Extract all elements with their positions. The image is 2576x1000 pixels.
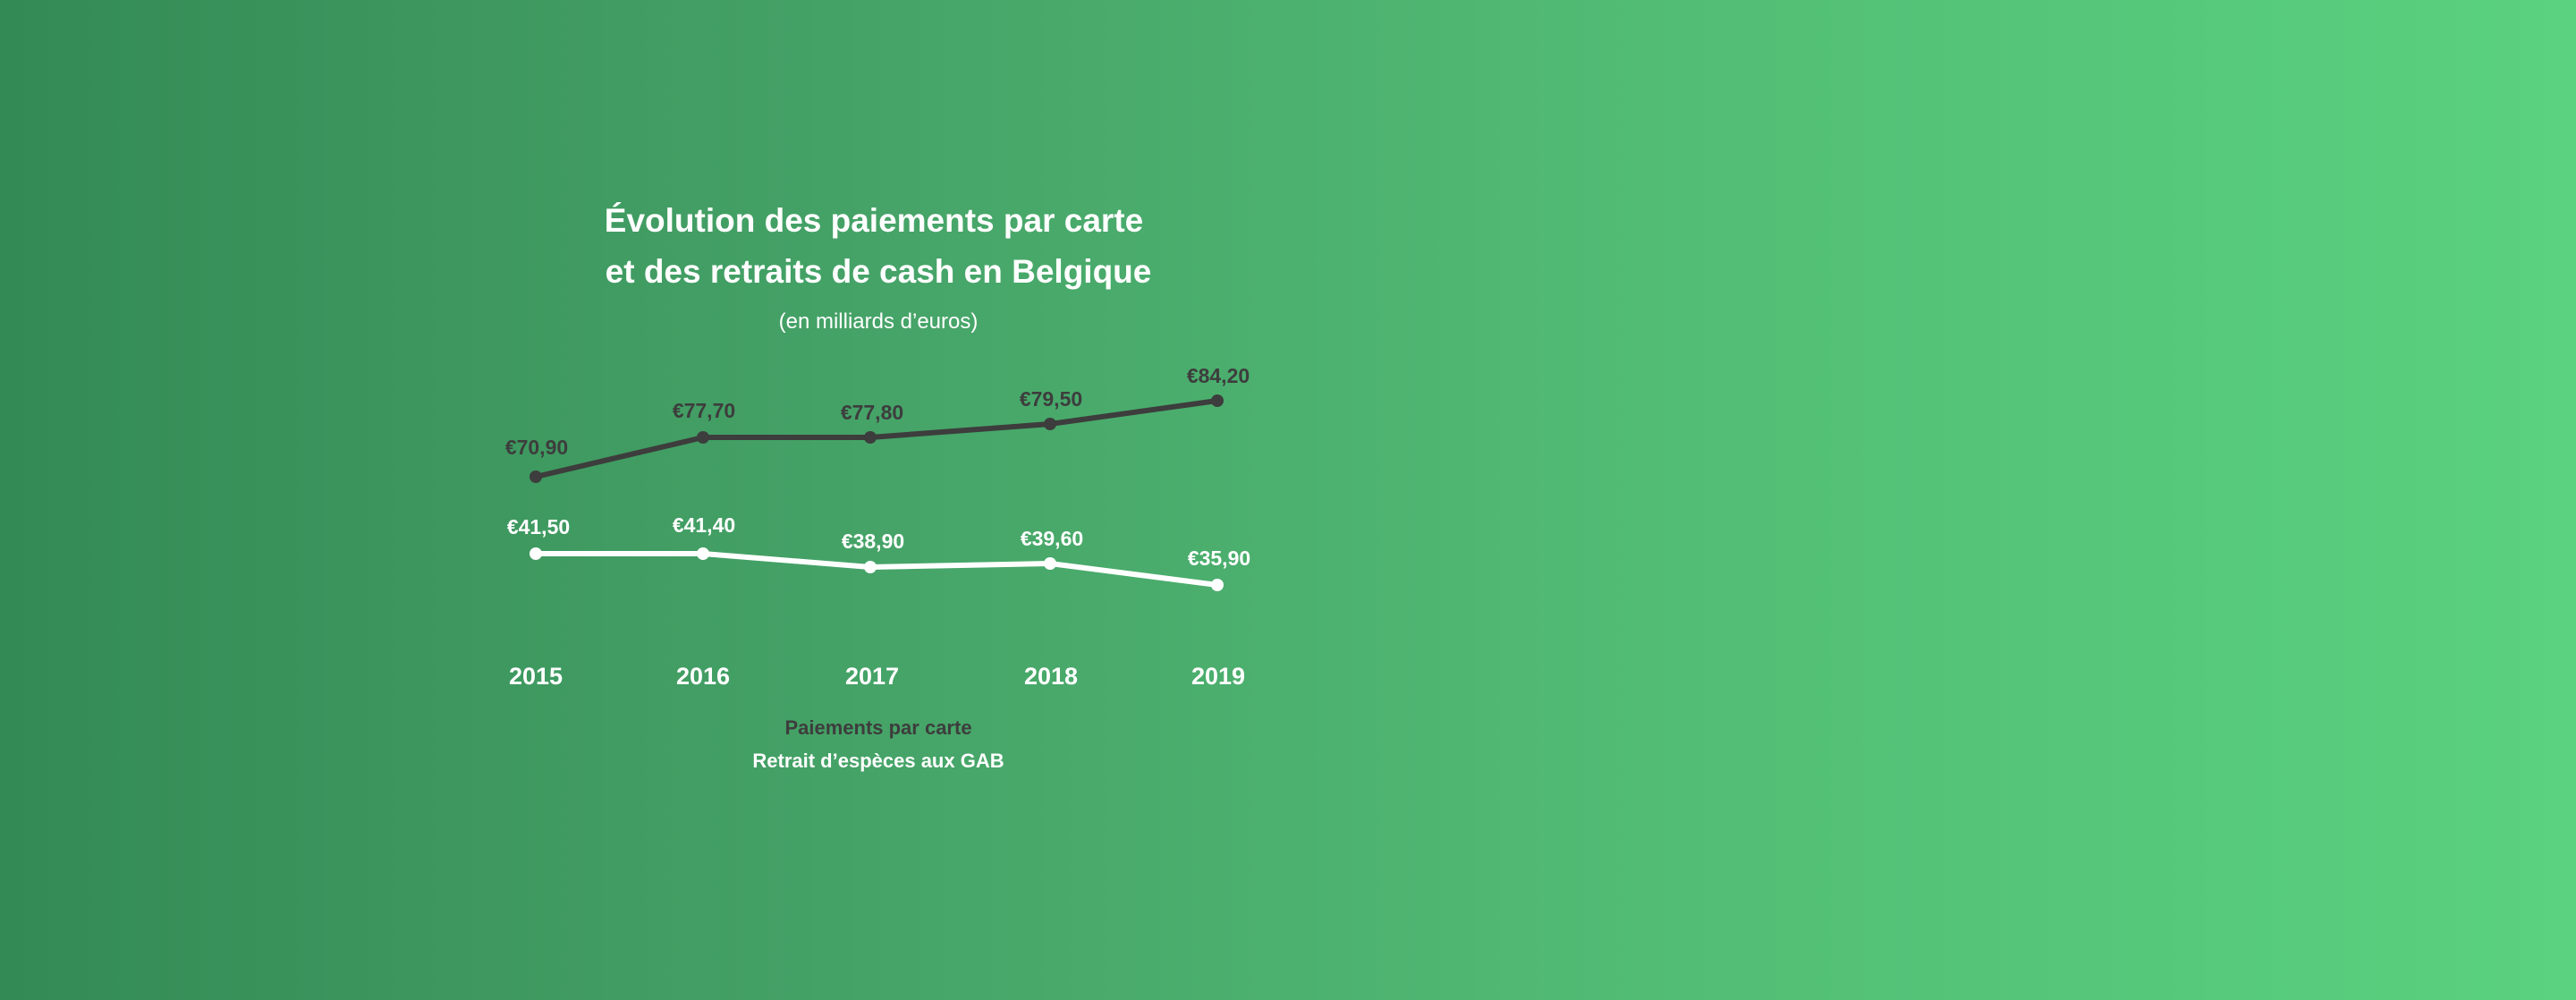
atm-withdrawals-labels: €41,50 €41,40 €38,90 €39,60 €35,90	[507, 513, 1250, 570]
atm-withdrawals-markers	[530, 547, 1224, 591]
svg-text:€70,90: €70,90	[505, 436, 568, 459]
chart-subtitle: (en milliards d’euros)	[778, 309, 979, 334]
svg-text:€38,90: €38,90	[842, 530, 904, 553]
legend-card-payments: Paiements par carte	[784, 716, 972, 739]
chart-title-line-2: et des retraits de cash en Belgique	[605, 253, 1152, 290]
card-payments-markers	[530, 394, 1224, 483]
card-payments-labels: €70,90 €77,70 €77,80 €79,50 €84,20	[505, 364, 1250, 459]
svg-text:€41,50: €41,50	[507, 515, 570, 538]
legend-atm-withdrawals: Retrait d’espèces aux GAB	[752, 750, 1004, 772]
svg-text:€79,50: €79,50	[1020, 387, 1082, 411]
svg-text:€77,70: €77,70	[673, 399, 735, 422]
x-axis-labels: 2015 2016 2017 2018 2019	[509, 663, 1245, 690]
svg-text:€84,20: €84,20	[1187, 364, 1250, 387]
svg-text:2018: 2018	[1024, 663, 1078, 690]
svg-text:€35,90: €35,90	[1188, 547, 1250, 570]
svg-text:2019: 2019	[1191, 663, 1245, 690]
atm-withdrawals-line	[536, 551, 1218, 588]
svg-text:€41,40: €41,40	[673, 513, 735, 537]
svg-text:2015: 2015	[509, 663, 563, 690]
svg-text:€39,60: €39,60	[1021, 527, 1083, 550]
chart-title-line-1: Évolution des paiements par carte	[604, 202, 1144, 239]
svg-text:€77,80: €77,80	[841, 401, 903, 424]
svg-text:2016: 2016	[676, 663, 730, 690]
svg-text:2017: 2017	[845, 663, 899, 690]
